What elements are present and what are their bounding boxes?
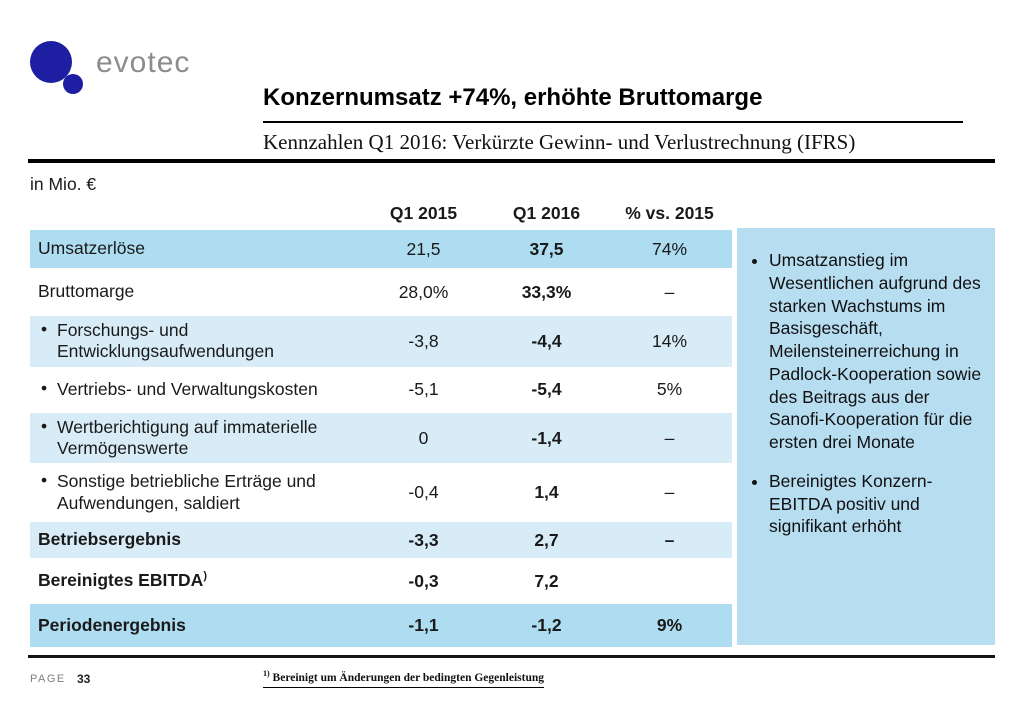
column-header: % vs. 2015 [625,202,714,223]
row-value: 2,7 [534,529,559,550]
column-header: Q1 2015 [389,202,458,223]
top-divider [28,159,995,163]
footnote: 1) Bereinigt um Änderungen der bedingten… [263,669,544,688]
table-row: • Sonstige betriebliche Erträge und Aufwe… [30,467,732,518]
table-row: Periodenergebnis -1,1 -1,2 9% [30,604,732,648]
slide-title: Konzernumsatz +74%, erhöhte Bruttomarge [263,84,963,123]
row-value: 0 [418,427,429,448]
footnote-reference: ) [203,570,207,583]
row-value: -5,1 [408,379,439,400]
row-value: – [664,281,675,302]
row-label: Periodenergebnis [38,614,186,635]
table-row: • Forschungs- und Entwicklungsaufwendunge… [30,316,732,367]
unit-label: in Mio. € [30,174,97,194]
row-label: • Sonstige betriebliche Erträge und Aufwe… [41,470,316,513]
row-value: 21,5 [406,238,441,259]
row-value: 37,5 [529,238,564,259]
table-row: Bereinigtes EBITDA) -0,3 7,2 [30,562,732,600]
table-row: • Wertberichtigung auf immaterielle Vermö… [30,412,732,464]
row-label: Betriebsergebnis [38,529,181,550]
row-value: -4,4 [531,330,562,351]
title-block: Konzernumsatz +74%, erhöhte Bruttomarge … [263,84,963,155]
row-value: 1,4 [534,482,559,503]
highlights-panel: Umsatzanstieg im Wesentlichen aufgrund d… [737,228,995,645]
row-value: 14% [651,330,688,351]
row-value: -3,3 [408,529,439,550]
row-value: -0,3 [408,570,439,591]
row-value: -3,8 [408,330,439,351]
bullet-icon: • [41,415,48,436]
row-value: -1,1 [408,615,439,636]
row-value: 5% [656,379,683,400]
row-value: – [664,482,675,503]
row-value: – [664,427,675,448]
table-row: • Vertriebs- und Verwaltungskosten -5,1 -5,… [30,371,732,409]
row-value: 28,0% [398,281,449,302]
row-label: Bruttomarge [38,281,135,302]
table-body: Umsatzerlöse 21,5 37,5 74% Bruttomarge 28,0% 3… [30,230,732,648]
row-label: • Forschungs- und Entwicklungsaufwendunge… [41,319,274,362]
row-label: Bereinigtes EBITDA) [38,570,207,591]
table-row: Betriebsergebnis -3,3 2,7 – [30,522,732,559]
bullet-icon: • [41,378,48,399]
row-value: 7,2 [534,570,559,591]
highlight-bullet: Bereinigtes Konzern-EBITDA positiv und s… [769,470,987,538]
logo-circle-small-icon [63,74,83,94]
bottom-divider [28,655,995,658]
page-number: 33 [77,672,91,686]
row-label: Umsatzerlöse [38,238,145,259]
row-value: 33,3% [521,281,572,302]
table-row: Umsatzerlöse 21,5 37,5 74% [30,230,732,268]
row-value: 9% [656,615,683,636]
table-row: Bruttomarge 28,0% 33,3% – [30,272,732,312]
highlights-list: Umsatzanstieg im Wesentlichen aufgrund d… [743,249,987,538]
row-value: -1,4 [531,427,562,448]
row-value: – [664,529,675,550]
column-header: Q1 2016 [512,202,581,223]
slide-subtitle: Kennzahlen Q1 2016: Verkürzte Gewinn- un… [263,130,856,154]
row-value: -1,2 [531,615,562,636]
bullet-icon: • [41,319,48,339]
highlight-bullet: Umsatzanstieg im Wesentlichen aufgrund d… [769,249,987,454]
footnote-text: Bereinigt um Änderungen der bedingten Ge… [272,671,544,684]
table-header-row: Q1 2015 Q1 2016 % vs. 2015 [30,197,732,229]
footnote-marker: 1) [263,669,270,678]
page-label: PAGE [30,673,66,685]
row-value: -5,4 [531,379,562,400]
row-value: -0,4 [408,482,439,503]
row-label: • Vertriebs- und Verwaltungskosten [41,378,318,400]
row-value: 74% [651,238,688,259]
row-label: • Wertberichtigung auf immaterielle Vermö… [41,415,318,459]
bullet-icon: • [41,470,48,491]
kpi-table: Q1 2015 Q1 2016 % vs. 2015 Umsatzerlöse 21,… [30,197,732,651]
brand-name: evotec [96,46,191,79]
